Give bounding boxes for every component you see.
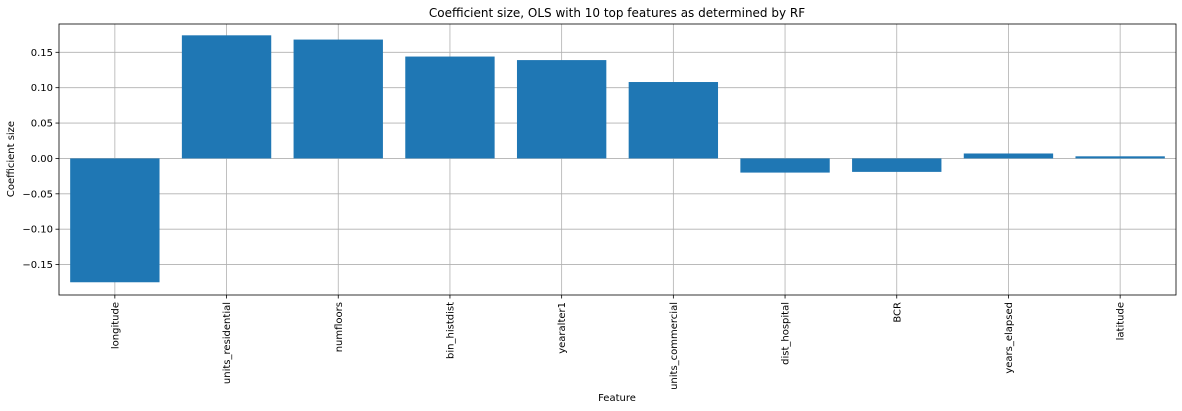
x-tick-label: BCR xyxy=(892,302,903,323)
x-tick-label: units_commercial xyxy=(669,302,680,390)
x-tick-label: bin_histdist xyxy=(445,302,456,359)
bar-dist-hospital xyxy=(740,158,830,173)
bar-latitude xyxy=(1075,156,1165,159)
x-tick-label: years_elapsed xyxy=(1004,302,1015,374)
y-tick-label: 0.15 xyxy=(31,48,53,59)
bar-units-commercial xyxy=(628,82,719,159)
chart-title: Coefficient size, OLS with 10 top featur… xyxy=(429,6,805,20)
x-ticks: longitude units_residential numfloors bin_h… xyxy=(110,295,1127,390)
y-tick-label: 0.10 xyxy=(31,83,53,94)
y-axis-title: Coefficient size xyxy=(6,121,17,197)
bars-layer xyxy=(70,35,1165,283)
y-tick-label: −0.15 xyxy=(22,260,53,271)
x-tick-label: units_residential xyxy=(222,302,233,384)
x-tick-label: latitude xyxy=(1116,302,1127,340)
bar-longitude xyxy=(70,158,160,283)
bar-yearalter1 xyxy=(516,60,607,159)
x-tick-label: numfloors xyxy=(334,302,345,352)
y-ticks: −0.15 −0.10 −0.05 0.00 0.05 0.10 0.15 xyxy=(22,48,59,271)
bar-years-elapsed xyxy=(963,153,1054,159)
y-tick-label: −0.10 xyxy=(22,225,53,236)
plot-frame xyxy=(58,23,1177,296)
x-axis-title: Feature xyxy=(598,393,636,404)
bar-bcr xyxy=(852,158,942,172)
bar-bin-histdist xyxy=(405,56,495,159)
bar-units-residential xyxy=(181,35,272,159)
bar-numfloors xyxy=(293,39,383,159)
y-tick-label: −0.05 xyxy=(22,189,53,200)
y-tick-label: 0.00 xyxy=(31,154,53,165)
x-tick-label: longitude xyxy=(110,302,121,349)
y-tick-label: 0.05 xyxy=(31,119,53,130)
x-tick-label: dist_hospital xyxy=(781,302,792,365)
x-tick-label: yearalter1 xyxy=(557,302,568,354)
